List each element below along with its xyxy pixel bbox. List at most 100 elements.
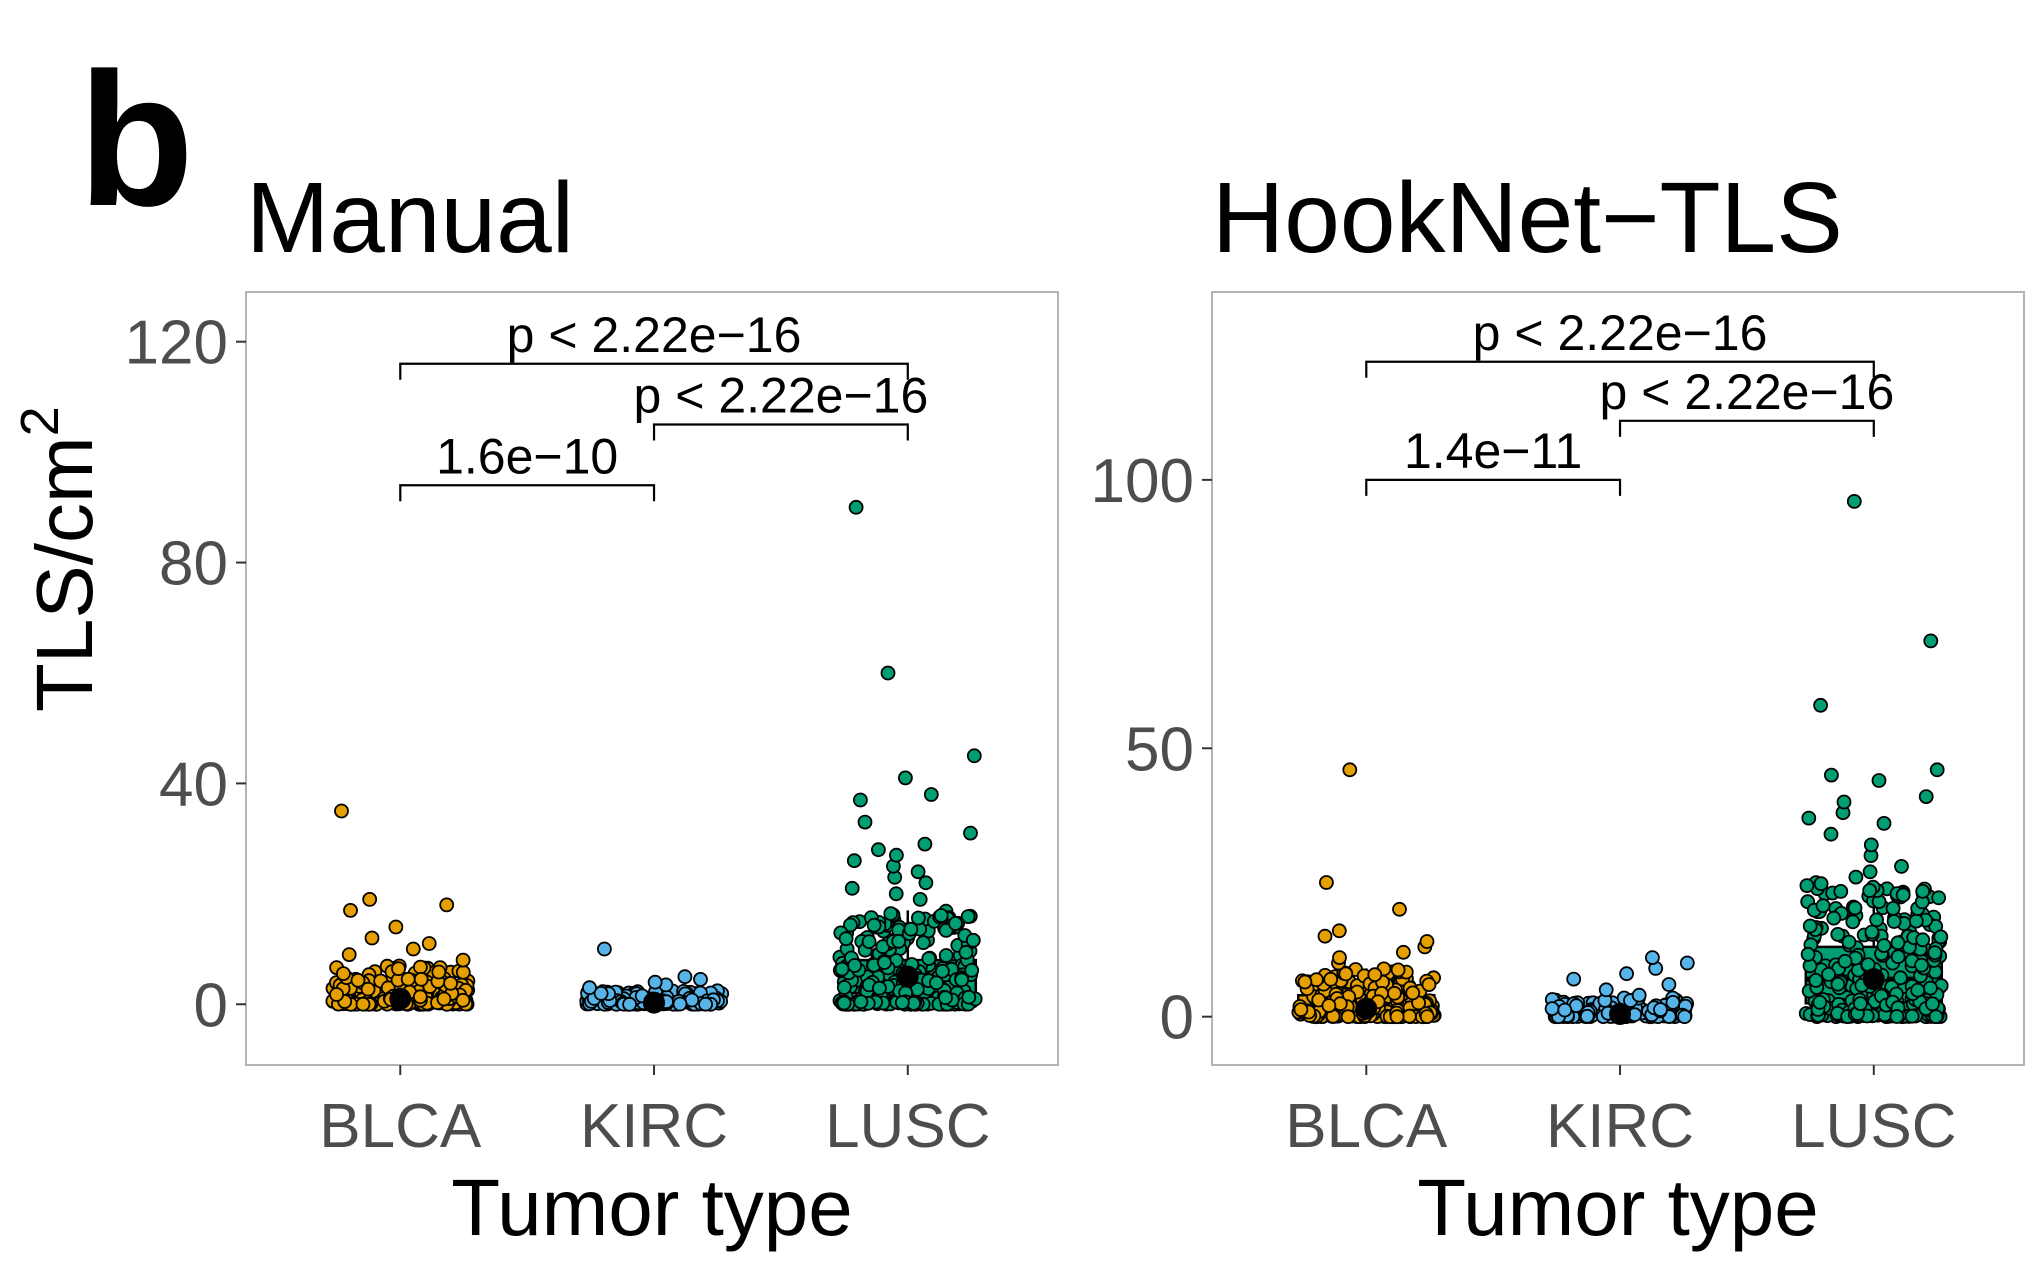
data-point-outlier: [923, 787, 939, 802]
data-point: [400, 971, 416, 987]
data-point-outlier: [1332, 950, 1347, 965]
data-point-outlier: [1392, 901, 1407, 917]
data-point: [1799, 878, 1815, 893]
data-point: [883, 906, 899, 921]
data-point: [866, 917, 882, 933]
y-axis-title-superscript: 2: [10, 406, 70, 436]
data-point: [593, 986, 609, 1001]
data-point: [948, 916, 963, 931]
data-point-outlier: [1848, 869, 1864, 885]
manual-y-tick-label: 0: [194, 971, 228, 1040]
data-point-outlier: [848, 499, 864, 515]
mean-point: [1355, 997, 1378, 1020]
data-point: [1387, 985, 1402, 1001]
data-point: [455, 964, 471, 980]
data-point: [938, 990, 953, 1006]
data-point-outlier: [1396, 944, 1411, 960]
hooknet-tls-x-axis-title: Tumor type: [1417, 1163, 1819, 1252]
data-point: [911, 910, 926, 926]
data-point: [1297, 974, 1313, 990]
data-point: [1812, 994, 1828, 1010]
data-point: [1876, 938, 1892, 953]
hooknet-tls-x-tick-label-blca: BLCA: [1285, 1092, 1448, 1161]
data-point-outlier: [1862, 864, 1878, 880]
data-point: [1931, 890, 1947, 906]
data-point: [1869, 912, 1884, 928]
data-point: [954, 972, 970, 988]
data-point-outlier: [1894, 859, 1909, 874]
data-point: [1321, 998, 1337, 1013]
data-point: [391, 961, 406, 977]
hooknet-tls-x-tick-label-kirc: KIRC: [1546, 1092, 1694, 1161]
manual-x-tick-label-lusc: LUSC: [825, 1092, 990, 1161]
data-point: [915, 935, 931, 951]
data-point: [847, 958, 862, 973]
data-point: [1910, 982, 1926, 998]
hooknet-tls-series-blca: [1291, 762, 1442, 1025]
data-point: [1885, 901, 1901, 916]
data-point-outlier: [597, 941, 612, 957]
data-point: [1405, 985, 1421, 1001]
data-point: [1800, 946, 1816, 962]
data-point-outlier: [880, 665, 896, 681]
data-point-outlier: [966, 748, 982, 764]
data-point: [1915, 883, 1931, 899]
data-point-outlier: [677, 969, 693, 985]
data-point-outlier: [1598, 982, 1614, 998]
comparison-bracket: [652, 423, 909, 441]
data-point: [1927, 945, 1943, 961]
data-point-outlier: [362, 892, 378, 907]
data-point: [335, 966, 351, 981]
comparison-p-value: 1.4e−11: [1404, 423, 1582, 479]
data-point-outlier: [912, 892, 928, 907]
data-point: [1889, 1009, 1905, 1024]
data-point: [1323, 971, 1339, 987]
data-point: [1841, 934, 1857, 950]
data-point-outlier: [439, 897, 455, 913]
data-point: [412, 959, 428, 975]
comparison-p-value: p < 2.22e−16: [1600, 364, 1895, 420]
data-point-outlier: [1923, 633, 1939, 649]
data-point: [443, 975, 459, 991]
data-point-outlier: [1876, 816, 1892, 831]
data-point: [1826, 910, 1842, 926]
data-point-outlier: [1836, 794, 1852, 810]
data-point: [921, 951, 937, 966]
data-point-outlier: [421, 936, 437, 951]
hooknet-tls-y-tick-label: 100: [1091, 447, 1194, 516]
data-point-outlier: [1566, 971, 1582, 987]
data-point-outlier: [910, 864, 926, 880]
data-point-outlier: [1317, 928, 1333, 944]
data-point-outlier: [898, 770, 913, 786]
manual-x-tick-label-blca: BLCA: [319, 1092, 482, 1161]
data-point: [1821, 967, 1836, 982]
data-point-outlier: [871, 842, 886, 858]
manual-x-axis-title: Tumor type: [451, 1163, 853, 1252]
data-point: [965, 932, 981, 948]
manual-series-blca: [325, 803, 476, 1012]
data-point: [1813, 876, 1829, 892]
mean-point: [896, 965, 919, 988]
data-point-outlier: [647, 974, 663, 990]
data-point-outlier: [1918, 789, 1934, 804]
data-point: [1908, 913, 1924, 929]
manual-y-tick-label: 120: [125, 309, 228, 378]
data-point: [964, 962, 980, 978]
data-point: [1847, 900, 1863, 916]
data-point-outlier: [853, 792, 868, 808]
data-point: [853, 994, 869, 1010]
manual-series-lusc: [832, 499, 983, 1012]
data-point: [1367, 967, 1383, 983]
data-point: [1895, 887, 1911, 903]
data-point: [1893, 970, 1908, 986]
data-point: [1925, 996, 1940, 1012]
manual-x-tick-label-kirc: KIRC: [580, 1092, 728, 1161]
mean-point: [1609, 1003, 1632, 1026]
mean-point: [643, 991, 666, 1014]
data-point-outlier: [364, 930, 380, 946]
comparison-p-value: p < 2.22e−16: [634, 368, 929, 424]
data-point: [1802, 918, 1818, 934]
data-point: [1402, 1008, 1417, 1024]
data-point-outlier: [1846, 493, 1862, 509]
